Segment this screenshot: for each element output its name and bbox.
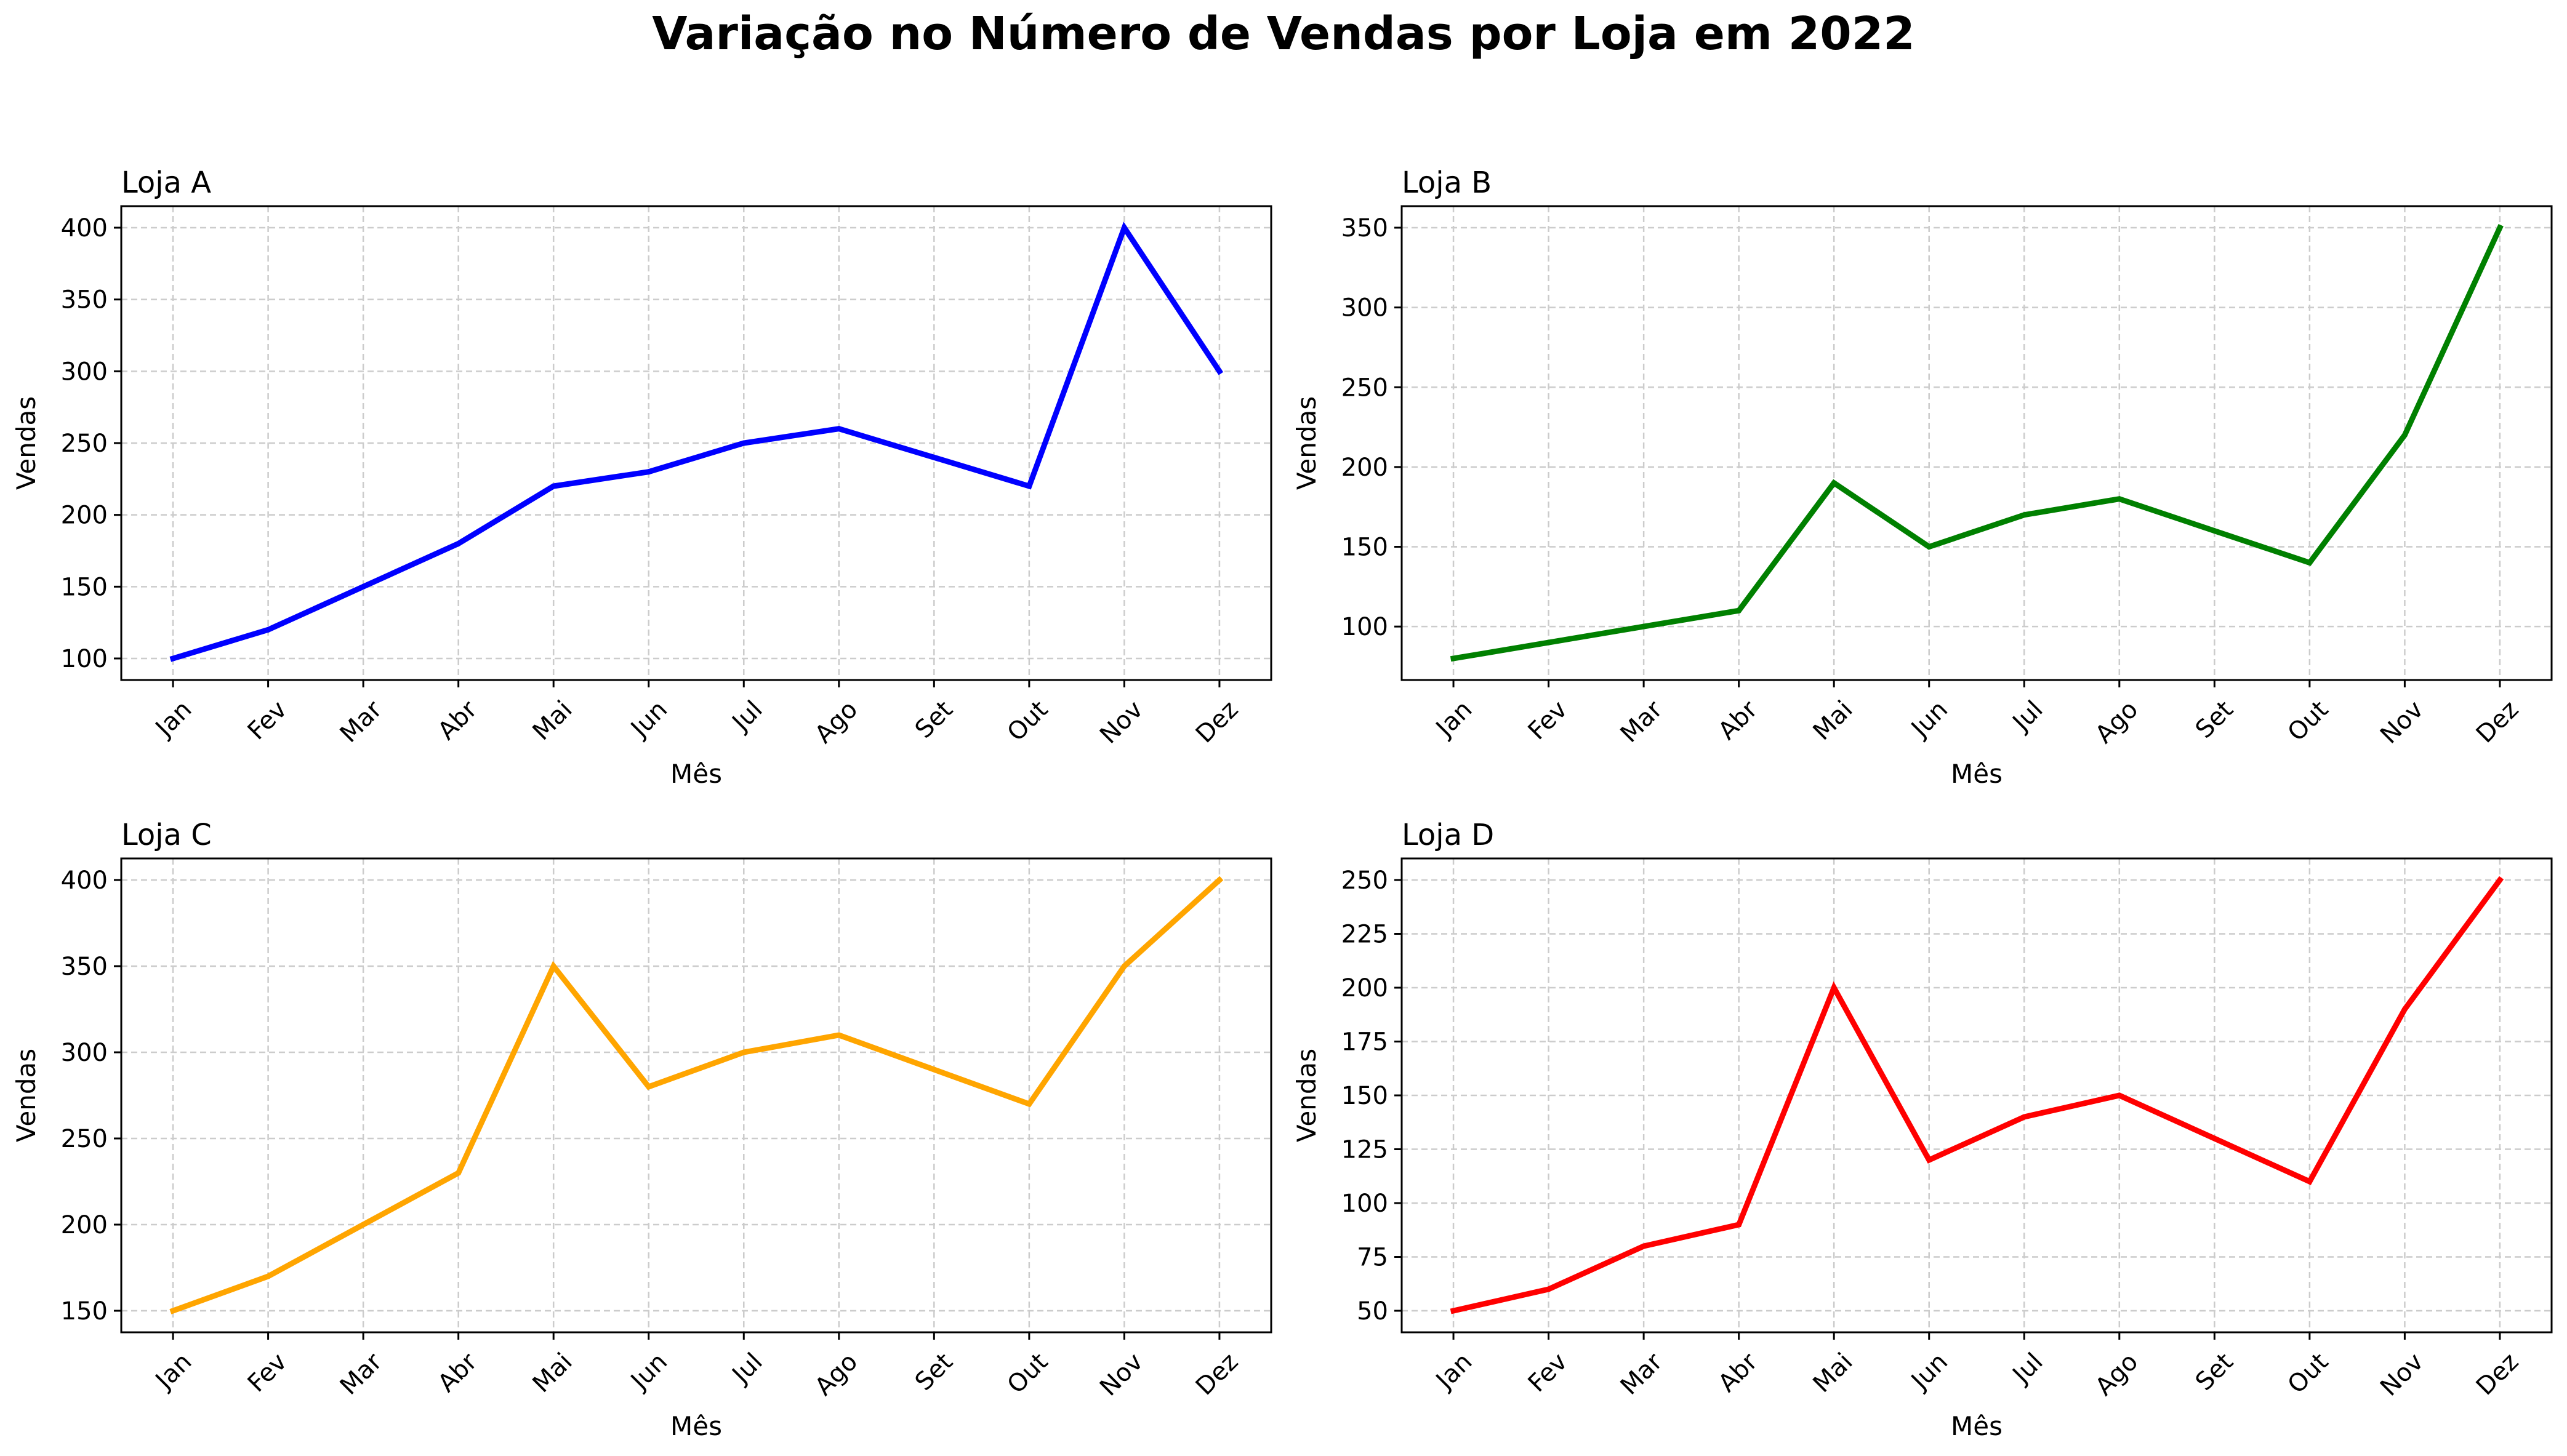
y-tick-label: 150 xyxy=(1341,1082,1388,1110)
y-tick-label: 125 xyxy=(1341,1136,1388,1164)
y-tick-label: 300 xyxy=(61,1039,108,1067)
data-point xyxy=(170,655,176,662)
y-tick-label: 150 xyxy=(61,573,108,601)
series-line xyxy=(1450,224,2504,662)
data-point xyxy=(1121,225,1127,231)
y-tick-label: 150 xyxy=(1341,534,1388,562)
y-tick-label: 350 xyxy=(61,953,108,981)
data-point xyxy=(2307,1178,2313,1185)
subplot-title: Loja D xyxy=(1402,818,1494,852)
series-line xyxy=(1450,876,2504,1314)
y-tick-label: 400 xyxy=(61,214,108,242)
data-point xyxy=(1026,483,1032,489)
y-axis-label: Vendas xyxy=(1292,1049,1322,1142)
data-point xyxy=(2401,432,2408,438)
data-point xyxy=(2116,1092,2123,1098)
data-point xyxy=(1121,963,1127,969)
data-point xyxy=(456,540,462,546)
data-point xyxy=(2307,559,2313,566)
y-axis-label: Vendas xyxy=(1292,396,1322,490)
series-line xyxy=(169,876,1224,1314)
y-tick-label: 300 xyxy=(1341,294,1388,322)
y-tick-label: 175 xyxy=(1341,1028,1388,1057)
data-point xyxy=(1216,368,1223,374)
data-point xyxy=(1026,1101,1032,1107)
data-point xyxy=(265,626,271,633)
y-tick-label: 250 xyxy=(1341,374,1388,402)
data-point xyxy=(1831,480,1837,486)
data-point xyxy=(1546,1286,1552,1292)
series-line xyxy=(169,222,1224,662)
subplot-3: Jan Fev Mar Abr Mai Jun Jul Ago Set Out Nov Dez1502… xyxy=(11,818,1272,1441)
x-axis-label: Mês xyxy=(670,759,722,789)
data-point xyxy=(836,1032,842,1038)
data-point xyxy=(2021,1114,2027,1120)
data-point xyxy=(1216,877,1223,883)
y-tick-label: 75 xyxy=(1357,1244,1388,1272)
data-point xyxy=(1641,1243,1647,1249)
data-point xyxy=(2401,1006,2408,1012)
data-point xyxy=(741,440,747,446)
data-point xyxy=(1926,1157,1932,1163)
y-tick-label: 250 xyxy=(61,430,108,458)
data-point xyxy=(360,1222,366,1228)
y-tick-label: 50 xyxy=(1357,1297,1388,1326)
y-tick-label: 100 xyxy=(1341,1190,1388,1218)
y-tick-label: 350 xyxy=(1341,214,1388,242)
y-axis-label: Vendas xyxy=(11,396,41,490)
data-point xyxy=(1926,544,1932,550)
subplot-4: Jan Fev Mar Abr Mai Jun Jul Ago Set Out Nov Dez5075… xyxy=(1292,818,2553,1441)
data-point xyxy=(2497,225,2503,231)
y-tick-label: 250 xyxy=(61,1125,108,1153)
data-point xyxy=(646,469,652,475)
y-tick-label: 225 xyxy=(1341,921,1388,949)
data-point xyxy=(2497,877,2503,883)
subplot-title: Loja B xyxy=(1402,166,1492,200)
y-tick-label: 150 xyxy=(61,1297,108,1326)
data-point xyxy=(1736,607,1742,614)
y-tick-label: 200 xyxy=(1341,454,1388,482)
data-point xyxy=(456,1170,462,1176)
data-point xyxy=(360,583,366,590)
data-point xyxy=(2211,1135,2217,1142)
data-point xyxy=(1450,1308,1456,1314)
data-point xyxy=(170,1308,176,1314)
y-tick-label: 400 xyxy=(61,866,108,895)
y-tick-label: 100 xyxy=(61,645,108,673)
data-point xyxy=(2021,512,2027,518)
y-tick-label: 350 xyxy=(61,286,108,314)
y-tick-label: 200 xyxy=(61,1211,108,1239)
x-axis-label: Mês xyxy=(670,1411,722,1441)
y-axis-label: Vendas xyxy=(11,1049,41,1142)
data-point xyxy=(1546,639,1552,646)
y-tick-label: 200 xyxy=(61,502,108,530)
data-point xyxy=(931,454,937,460)
x-axis-label: Mês xyxy=(1951,759,2003,789)
y-tick-label: 250 xyxy=(1341,866,1388,895)
subplot-title: Loja A xyxy=(121,166,211,200)
axes-frame xyxy=(120,857,1272,1334)
data-point xyxy=(550,963,556,969)
data-point xyxy=(2116,496,2123,502)
data-point xyxy=(646,1084,652,1090)
data-point xyxy=(1831,985,1837,991)
axes-frame xyxy=(1400,205,2553,681)
y-tick-label: 100 xyxy=(1341,613,1388,641)
data-point xyxy=(741,1049,747,1055)
y-tick-label: 300 xyxy=(61,358,108,386)
x-axis-label: Mês xyxy=(1951,1411,2003,1441)
data-point xyxy=(1641,623,1647,630)
data-point xyxy=(550,483,556,489)
data-point xyxy=(836,426,842,432)
data-point xyxy=(1450,655,1456,662)
data-point xyxy=(1736,1222,1742,1228)
data-point xyxy=(931,1066,937,1073)
figure-title: Variação no Número de Vendas por Loja em… xyxy=(652,7,1915,60)
subplot-title: Loja C xyxy=(121,818,212,852)
data-point xyxy=(265,1273,271,1279)
data-point xyxy=(2211,528,2217,534)
y-tick-label: 200 xyxy=(1341,974,1388,1002)
